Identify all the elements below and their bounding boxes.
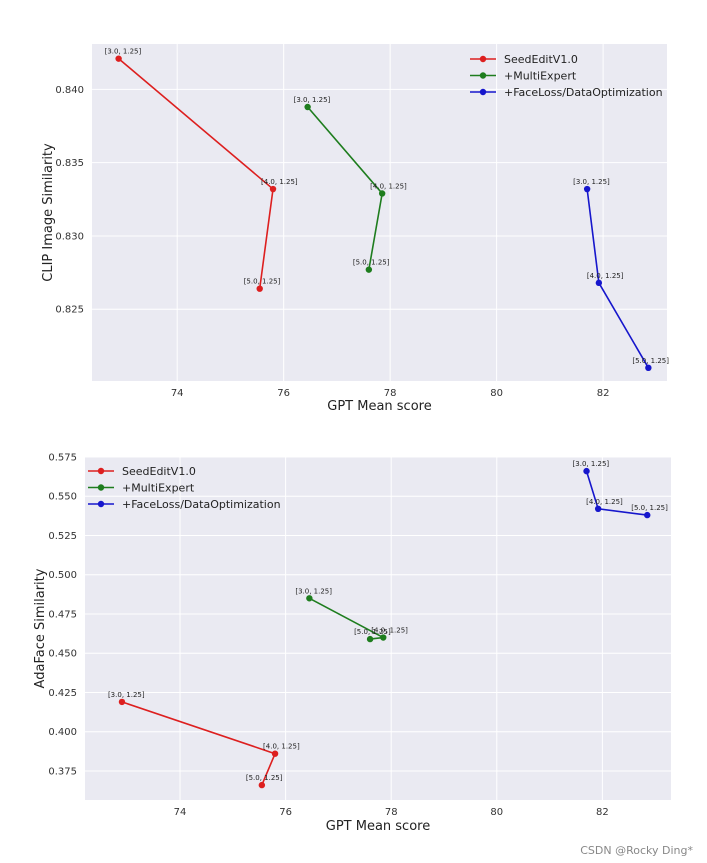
watermark: CSDN @Rocky Ding* [580, 844, 693, 857]
plot-area [85, 457, 671, 800]
data-point [365, 266, 373, 273]
series-3: [3.0, 1.25] [4.0, 1.25] [5.0, 1.25] [573, 178, 669, 372]
y-tick-label: 0.500 [48, 570, 77, 581]
data-point [271, 750, 279, 757]
x-tick-label: 82 [597, 388, 610, 399]
data-point [644, 511, 651, 519]
legend-label: +FaceLoss/DataOptimization [504, 86, 663, 99]
y-tick-label: 0.400 [48, 727, 77, 738]
series-3: [3.0, 1.25] [4.0, 1.25] [5.0, 1.25] [573, 460, 668, 519]
point-label: [3.0, 1.25] [573, 178, 610, 186]
legend-label: SeedEditV1.0 [504, 53, 578, 66]
legend-label: SeedEditV1.0 [122, 465, 196, 478]
data-point [256, 285, 263, 292]
data-point [118, 698, 126, 706]
y-axis-label: CLIP Image Similarity [41, 143, 56, 282]
legend-marker [479, 88, 487, 96]
legend-marker [479, 72, 487, 79]
y-tick-label: 0.830 [55, 231, 84, 242]
legend-label: +FaceLoss/DataOptimization [122, 498, 281, 511]
x-axis-label: GPT Mean score [326, 819, 430, 834]
y-axis-label: AdaFace Similarity [33, 568, 48, 688]
data-point [595, 279, 603, 287]
data-point [258, 781, 266, 789]
point-label: [3.0, 1.25] [295, 587, 332, 595]
chart-panel-2: 74 76 78 80 82 0.375 0.400 0.425 0.450 0.475 0.500… [33, 453, 671, 834]
y-tick-label: 0.450 [48, 649, 77, 660]
chart-panel-1: 74 76 78 80 82 0.825 0.830 0.835 0.840 GPT Mean s… [41, 44, 669, 414]
y-tick-label: 0.375 [48, 766, 77, 777]
point-label: [5.0, 1.25] [632, 357, 669, 365]
x-tick-label: 80 [490, 388, 503, 399]
series-2: [3.0, 1.25] [4.0, 1.25] [5.0, 1.25] [294, 96, 407, 273]
y-tick-label: 0.550 [48, 492, 77, 503]
x-tick-label: 78 [385, 807, 398, 818]
point-label: [5.0, 1.25] [246, 774, 283, 782]
legend: SeedEditV1.0 +MultiExpert +FaceLoss/DataOp… [470, 53, 663, 99]
data-point [366, 635, 374, 643]
x-tick-label: 76 [279, 807, 292, 818]
data-point [594, 505, 602, 513]
legend-marker [479, 55, 487, 63]
series-2: [3.0, 1.25] [4.0, 1.25][5.0, 1.25] [295, 587, 408, 643]
legend-marker [97, 467, 105, 475]
point-label: [3.0, 1.25] [105, 48, 142, 56]
point-label: [5.0, 1.25] [353, 259, 390, 267]
series-1: [3.0, 1.25] [4.0, 1.25] [5.0, 1.25] [105, 48, 298, 292]
x-axis-label: GPT Mean score [327, 399, 431, 414]
data-point [378, 190, 386, 197]
x-tick-label: 82 [596, 807, 609, 818]
data-point [583, 467, 590, 475]
data-point [306, 595, 313, 602]
series-1: [3.0, 1.25] [4.0, 1.25] [5.0, 1.25] [108, 691, 300, 789]
y-tick-label: 0.475 [48, 609, 77, 620]
point-label: [4.0, 1.25] [371, 627, 408, 635]
y-tick-label: 0.835 [55, 158, 84, 169]
point-label: [3.0, 1.25] [573, 460, 610, 468]
point-label: [4.0, 1.25] [587, 272, 624, 280]
point-label: [5.0, 1.25] [631, 504, 668, 512]
point-label: [4.0, 1.25] [261, 178, 298, 186]
point-label: [5.0, 1.25] [244, 278, 281, 286]
x-tick-label: 76 [277, 388, 290, 399]
data-point [269, 185, 277, 193]
legend-marker [97, 500, 105, 508]
data-point [304, 103, 311, 111]
legend-label: +MultiExpert [122, 482, 195, 495]
point-label: [5.0, 1.25] [354, 628, 391, 636]
data-point [583, 185, 591, 193]
legend-label: +MultiExpert [504, 70, 577, 83]
y-tick-label: 0.825 [55, 305, 84, 316]
data-point [380, 634, 387, 641]
y-tick-label: 0.425 [48, 688, 77, 699]
data-point [115, 55, 122, 62]
point-label: [4.0, 1.25] [370, 182, 407, 190]
legend: SeedEditV1.0 +MultiExpert +FaceLoss/DataOp… [88, 465, 281, 511]
data-point [645, 364, 652, 372]
x-tick-label: 74 [171, 388, 184, 399]
point-label: [4.0, 1.25] [263, 743, 300, 751]
x-tick-label: 74 [174, 807, 187, 818]
legend-marker [97, 484, 105, 491]
point-label: [3.0, 1.25] [108, 691, 145, 699]
point-label: [3.0, 1.25] [294, 96, 331, 104]
y-tick-label: 0.525 [48, 531, 77, 542]
y-tick-label: 0.840 [55, 85, 84, 96]
y-tick-label: 0.575 [48, 453, 77, 464]
point-label: [4.0, 1.25] [586, 498, 623, 506]
x-tick-label: 80 [490, 807, 503, 818]
x-tick-label: 78 [384, 388, 397, 399]
